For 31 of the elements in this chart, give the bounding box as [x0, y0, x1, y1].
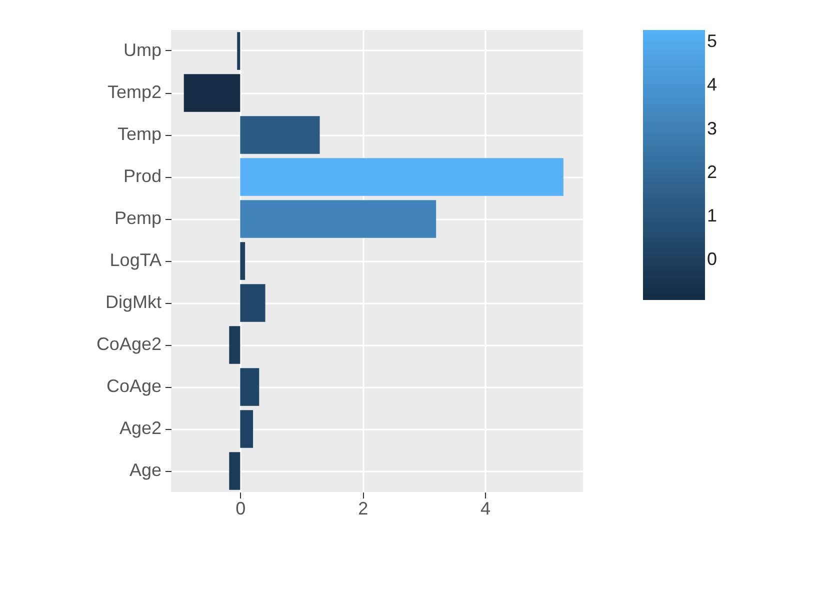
bar: [240, 242, 246, 280]
bar: [240, 116, 320, 154]
color-bar-label: 1: [707, 205, 718, 226]
y-tick-label: CoAge: [106, 376, 162, 396]
bar: [237, 32, 240, 70]
y-tick-label: Pemp: [114, 208, 162, 228]
x-tick-label: 2: [358, 498, 368, 518]
y-tick-label: Ump: [123, 40, 162, 60]
color-bar-label: 2: [707, 162, 718, 182]
y-tick-label: DigMkt: [105, 292, 162, 312]
x-tick-label: 0: [236, 498, 246, 518]
bar: [240, 158, 564, 196]
y-tick-label: Age: [129, 460, 162, 480]
bar: [240, 410, 254, 448]
bar: [240, 284, 266, 322]
bar: [229, 326, 240, 364]
bar: [184, 74, 240, 112]
x-tick-label: 4: [480, 498, 491, 518]
color-bar-label: 3: [707, 118, 718, 138]
color-bar-label: 0: [707, 248, 718, 269]
y-tick-label: Prod: [123, 166, 162, 186]
bar: [229, 452, 240, 490]
bar: [240, 200, 436, 238]
y-tick-label: LogTA: [110, 250, 162, 270]
color-bar-label: 5: [707, 31, 718, 52]
bar: [240, 368, 260, 406]
y-tick-label: Temp: [117, 124, 162, 144]
y-tick-label: Age2: [119, 418, 162, 438]
y-tick-label: CoAge2: [96, 334, 162, 354]
color-bar-label: 4: [707, 74, 718, 95]
y-tick-label: Temp2: [107, 82, 162, 102]
